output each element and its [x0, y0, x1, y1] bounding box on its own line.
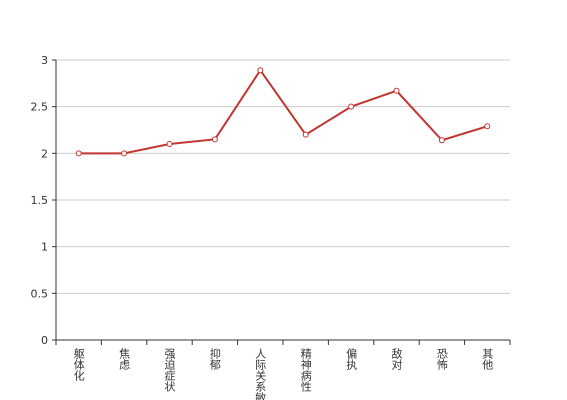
point	[438, 137, 445, 144]
x-tick-label: 精神病性	[299, 348, 312, 393]
x-tick-label: 偏执	[345, 347, 358, 371]
point	[121, 150, 128, 157]
x-tick-label: 人际关系敏感	[254, 348, 267, 400]
point	[257, 67, 264, 74]
y-tick-label: 2	[41, 147, 48, 160]
point	[302, 131, 309, 138]
y-tick-label: 1.5	[31, 194, 49, 207]
point	[484, 123, 491, 130]
point	[393, 87, 400, 94]
x-tick-label: 抑郁	[208, 347, 221, 370]
x-tick-label: 强迫症状	[163, 348, 176, 392]
point	[211, 136, 218, 143]
y-tick-label: 1	[41, 241, 48, 254]
x-tick-label: 敌对	[390, 347, 403, 370]
x-tick-label: 恐怖	[435, 348, 448, 370]
y-tick-label: 3	[41, 54, 48, 67]
point	[348, 103, 355, 110]
x-tick-label: 其他	[481, 348, 494, 370]
y-tick-label: 0	[41, 334, 48, 347]
point	[166, 141, 173, 147]
line	[78, 68, 488, 155]
y-tick-label: 2.5	[31, 101, 49, 114]
x-tick-label: 焦虑	[118, 348, 131, 370]
y-tick-label: 0.5	[31, 287, 49, 300]
point	[75, 150, 82, 157]
x-tick-label: 躯体化	[72, 348, 85, 382]
